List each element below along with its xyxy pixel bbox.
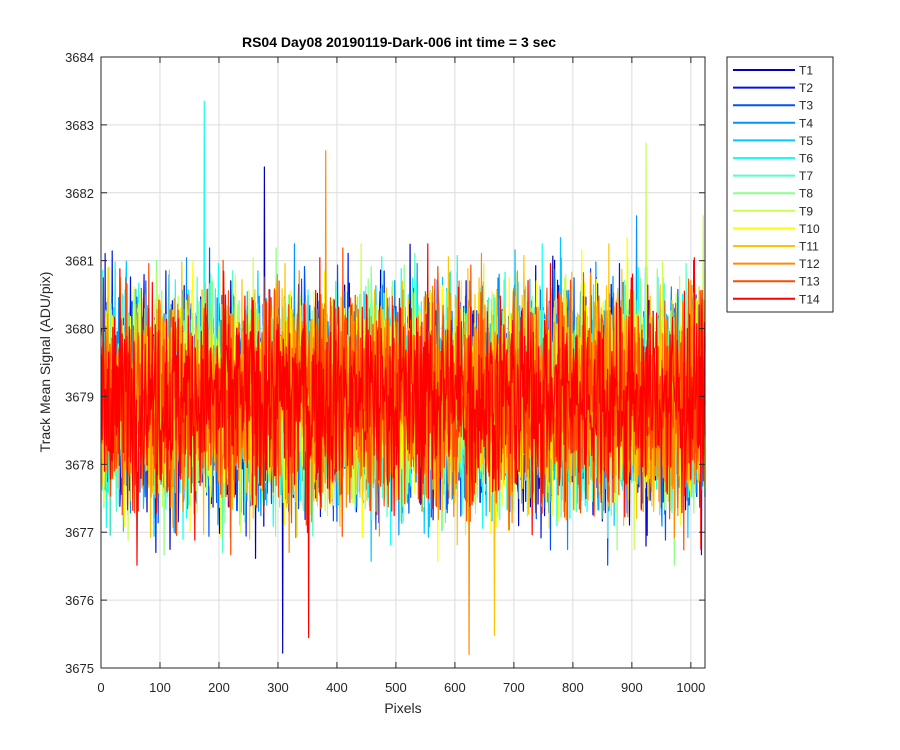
x-tick-label: 200 <box>208 680 230 695</box>
legend-label-t11: T11 <box>799 240 819 254</box>
x-tick-label: 600 <box>444 680 466 695</box>
legend-label-t6: T6 <box>799 152 813 166</box>
legend[interactable]: T1 T2 T3 T4 T5 T6 T7 T8 T9 T10 T11 T12 T13 T14 <box>726 56 834 313</box>
y-axis-label: Track Mean Signal (ADU/pix) <box>37 272 53 453</box>
legend-label-t10: T10 <box>799 222 820 236</box>
y-tick-label: 3684 <box>65 50 94 65</box>
x-tick-label: 800 <box>562 680 584 695</box>
ticks <box>100 56 705 669</box>
legend-label-t14: T14 <box>799 292 820 306</box>
x-tick-label: 900 <box>621 680 643 695</box>
y-tick-label: 3677 <box>65 525 94 540</box>
legend-label-t3: T3 <box>799 99 813 113</box>
legend-entries: T1 T2 T3 T4 T5 T6 T7 T8 T9 T10 T11 T12 T13 T14 <box>733 64 820 306</box>
legend-label-t12: T12 <box>799 257 820 271</box>
x-tick-label: 100 <box>149 680 171 695</box>
y-tick-label: 3679 <box>65 389 94 404</box>
y-tick-label: 3681 <box>65 254 94 269</box>
axes-box <box>100 56 706 669</box>
y-tick-label: 3676 <box>65 593 94 608</box>
legend-label-t2: T2 <box>799 81 813 95</box>
legend-label-t7: T7 <box>799 169 813 183</box>
series-line-t14 <box>100 243 706 639</box>
legend-label-t4: T4 <box>799 116 813 130</box>
x-axis-label: Pixels <box>384 700 421 716</box>
legend-box <box>726 56 834 313</box>
x-tick-label: 400 <box>326 680 348 695</box>
legend-label-t1: T1 <box>799 64 813 78</box>
series-lines <box>100 100 706 656</box>
y-tick-label: 3678 <box>65 457 94 472</box>
legend-label-t9: T9 <box>799 204 813 218</box>
legend-label-t5: T5 <box>799 134 813 148</box>
y-tick-label: 3683 <box>65 118 94 133</box>
plot-area: 0 100 200 300 400 500 600 700 800 900 1000 3675367… <box>65 50 706 695</box>
y-tick-label: 3675 <box>65 661 94 676</box>
x-tick-label: 500 <box>385 680 407 695</box>
y-tick-label: 3680 <box>65 322 94 337</box>
legend-label-t8: T8 <box>799 187 813 201</box>
x-tick-labels: 0 100 200 300 400 500 600 700 800 900 1000 <box>97 680 705 695</box>
y-tick-labels: 3675 3676 3677 3678 3679 3680 3681 3682 3683 3684 <box>65 50 94 676</box>
chart-title: RS04 Day08 20190119-Dark-006 int time = … <box>242 34 556 50</box>
x-tick-label: 300 <box>267 680 289 695</box>
x-tick-label: 700 <box>503 680 525 695</box>
y-tick-label: 3682 <box>65 186 94 201</box>
x-tick-label: 1000 <box>676 680 705 695</box>
legend-label-t13: T13 <box>799 275 820 289</box>
x-tick-label: 0 <box>97 680 104 695</box>
